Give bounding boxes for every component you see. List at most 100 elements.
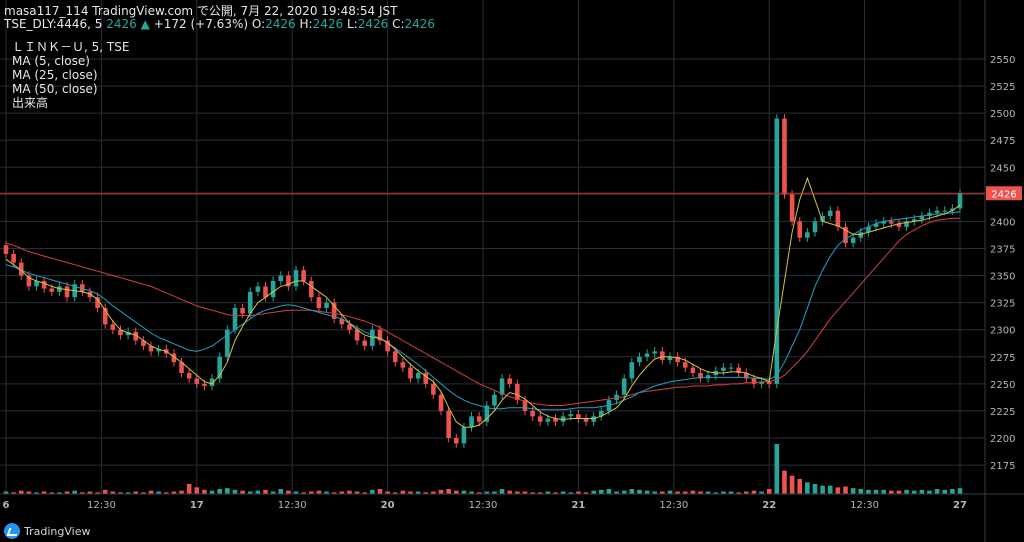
candle-body [927,212,932,217]
candles [3,114,963,448]
ma25-line [5,211,961,411]
volume-bar [866,489,871,494]
candle-body [858,232,864,238]
candle-body [766,381,772,384]
volume-bar [438,489,444,494]
volume-bar [377,489,383,494]
volume-bar [263,489,268,494]
volume-bar [911,490,917,494]
symbol-label: TSE_DLY:4446, 5 [4,17,103,31]
volume-bar [537,492,543,494]
volume-bar [705,491,711,494]
volume-bar [950,489,955,494]
volume-bar [820,485,825,494]
candle-body [507,378,513,384]
legend-ma50[interactable]: MA (50, close) [12,82,98,96]
candle-body [782,118,787,195]
candle-body [110,324,116,330]
volume-bar [308,491,314,494]
volume-bar [415,491,421,494]
price-tick-label: 2200 [990,434,1015,445]
candle-body [751,378,757,384]
candle-body [759,381,764,384]
volume-bar [316,490,322,494]
volume-bar [942,489,948,494]
volume-bar [408,491,413,494]
legend-ma25[interactable]: MA (25, close) [12,68,98,82]
low-label: L: [346,17,358,31]
candle-body [34,280,39,287]
candle-body [797,221,803,238]
volume-bar [637,489,642,494]
candle-body [591,416,596,422]
candle-body [698,373,703,379]
candle-body [18,262,24,276]
time-axis[interactable]: 6 12:30 17 12:30 20 12:30 21 12:30 22 12:30 27 [3,500,967,511]
volume-bar [827,485,833,494]
price-tick-label: 2175 [990,461,1015,472]
volume-bar [392,492,398,494]
volume-bar [301,492,306,494]
candle-body [446,410,451,438]
candle-body [102,308,108,325]
price-axis[interactable]: 2175 2200 2225 2250 2275 2300 2325 2350 2375 2400… [990,55,1015,472]
close-label: C: [392,17,405,31]
volume-bar [18,490,24,494]
volume-bar [759,491,764,494]
candle-body [820,216,825,222]
volume-bar [660,491,665,494]
volume-bar [110,491,116,494]
candle-body [270,280,276,298]
price-tick-label: 2225 [990,407,1015,418]
volume-bar [186,484,192,494]
candle-body [118,329,123,336]
legend-ma5[interactable]: MA (5, close) [12,54,90,68]
legend-volume[interactable]: 出来高 [12,96,49,110]
price-tick-label: 2450 [990,163,1015,174]
volume-bar [179,490,184,494]
candle-body [408,367,413,379]
volume-bar [385,491,390,494]
volume-bar [530,492,535,494]
legend-title[interactable]: ＬＩＮＫ－Ｕ, 5, TSE [12,40,130,54]
time-tick-label: 12:30 [850,500,879,511]
volume-bar [766,489,772,494]
candle-body [293,270,299,287]
volume-bar [64,491,70,494]
candle-body [324,302,329,309]
brand[interactable]: TradingView [4,523,90,539]
volume-bar [34,492,39,494]
candle-body [41,280,47,289]
candle-body [171,353,177,363]
candle-body [705,375,711,379]
candle-body [484,405,490,422]
volume-bar [713,492,719,494]
candle-body [866,226,871,233]
close-value: 2426 [404,17,436,31]
candle-body [850,237,856,244]
time-tick-label: 12:30 [659,500,688,511]
brand-label: TradingView [24,524,91,538]
candle-body [476,416,482,422]
volume-bar [453,490,459,494]
volume-bar [858,489,864,494]
volume-bar [835,487,841,494]
candle-body [599,410,604,417]
volume-bar [751,490,757,494]
candle-body [843,226,848,244]
volume-bar [57,492,62,494]
volume-bar [240,490,245,494]
volume-bar [339,491,345,494]
candle-body [881,221,886,224]
candle-body [278,275,284,281]
low-value: 2426 [357,17,389,31]
candle-body [667,356,673,361]
candle-body [774,118,780,384]
volume-bar [889,490,894,494]
volume-bar [3,491,9,494]
volume-bar [614,491,619,494]
candle-body [896,223,902,227]
volume-bar [41,491,47,494]
volume-bar [621,490,627,494]
